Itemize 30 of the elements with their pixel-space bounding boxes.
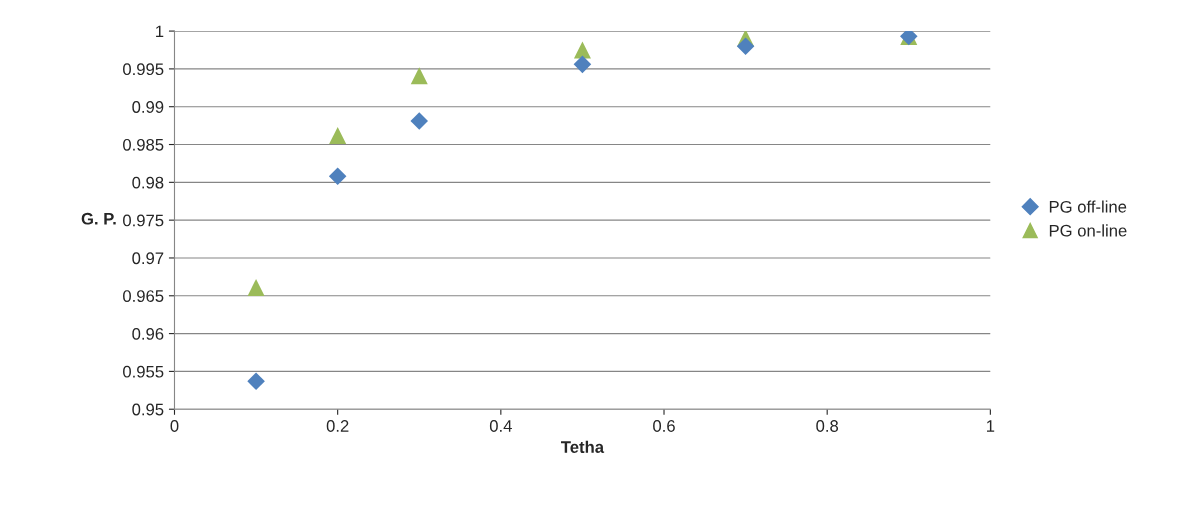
y-tick-label: 0.955 <box>123 365 164 378</box>
y-axis-title: G. P. <box>81 212 116 225</box>
point <box>328 167 347 186</box>
x-tick-label: 0.8 <box>816 420 839 432</box>
y-tick-label: 0.995 <box>123 63 164 76</box>
point <box>573 55 592 74</box>
point <box>573 41 591 59</box>
point <box>247 372 265 391</box>
legend-label: PG off-line <box>1049 200 1127 213</box>
y-tick-label: 0.98 <box>132 176 164 189</box>
point <box>247 278 265 296</box>
x-tick-label: 0 <box>170 420 179 432</box>
x-tick-label: 0.6 <box>653 420 675 432</box>
point <box>329 126 347 144</box>
point <box>410 112 429 130</box>
x-tick-label: 0.2 <box>326 420 349 432</box>
point <box>736 37 755 55</box>
y-tick-label: 0.975 <box>123 214 164 227</box>
point <box>410 67 428 85</box>
y-tick-label: 1 <box>156 25 164 38</box>
x-axis-title: Tetha <box>561 440 605 453</box>
x-tick-label: 1 <box>987 420 995 432</box>
y-tick-label: 0.965 <box>123 290 164 302</box>
y-tick-label: 0.97 <box>132 252 164 265</box>
x-tick-label: 0.4 <box>489 420 512 432</box>
legend-label: PG on-line <box>1049 224 1127 237</box>
y-tick-label: 0.985 <box>123 138 164 151</box>
y-tick-label: 0.95 <box>132 403 164 416</box>
y-tick-label: 0.99 <box>132 101 164 113</box>
y-tick-label: 0.96 <box>132 327 164 340</box>
